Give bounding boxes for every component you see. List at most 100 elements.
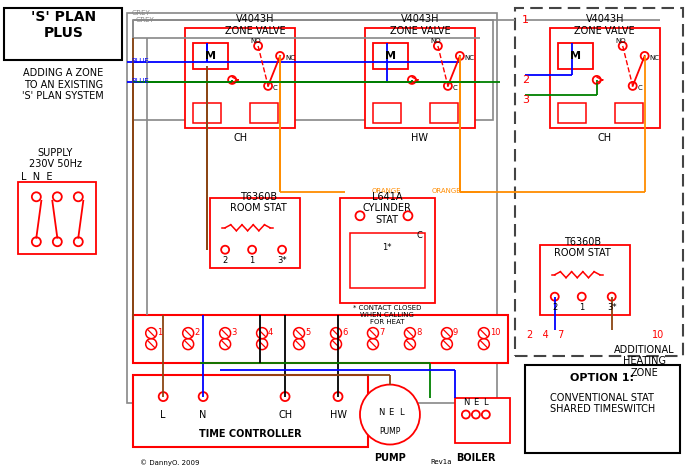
Text: CH: CH bbox=[233, 133, 247, 143]
Text: 2: 2 bbox=[522, 75, 529, 85]
Bar bbox=[133, 20, 493, 120]
Bar bbox=[193, 43, 228, 69]
Bar bbox=[430, 103, 458, 123]
Bar bbox=[373, 103, 401, 123]
Circle shape bbox=[578, 292, 586, 300]
Bar bbox=[250, 103, 278, 123]
Text: 9: 9 bbox=[453, 328, 458, 337]
Text: * CONTACT CLOSED
WHEN CALLING
FOR HEAT: * CONTACT CLOSED WHEN CALLING FOR HEAT bbox=[353, 305, 421, 325]
Text: L: L bbox=[161, 410, 166, 419]
Bar bbox=[373, 43, 408, 69]
Circle shape bbox=[278, 246, 286, 254]
Circle shape bbox=[257, 339, 268, 350]
Text: SUPPLY
230V 50Hz: SUPPLY 230V 50Hz bbox=[29, 148, 82, 169]
Text: NC: NC bbox=[650, 55, 660, 61]
Circle shape bbox=[608, 292, 615, 300]
Circle shape bbox=[360, 385, 420, 445]
Text: ORANGE: ORANGE bbox=[372, 188, 402, 194]
Circle shape bbox=[53, 192, 62, 201]
Text: L641A
CYLINDER
STAT: L641A CYLINDER STAT bbox=[362, 192, 411, 225]
Bar bbox=[127, 13, 497, 402]
Bar bbox=[515, 8, 682, 356]
Bar bbox=[558, 43, 593, 69]
Text: 10: 10 bbox=[653, 329, 664, 340]
Text: M: M bbox=[570, 51, 581, 61]
Bar bbox=[185, 28, 295, 128]
Circle shape bbox=[248, 246, 256, 254]
Circle shape bbox=[293, 328, 304, 339]
Text: OPTION 1:: OPTION 1: bbox=[570, 373, 634, 383]
Circle shape bbox=[641, 52, 649, 60]
Circle shape bbox=[408, 76, 416, 84]
Text: HW: HW bbox=[411, 133, 428, 143]
Text: TIME CONTROLLER: TIME CONTROLLER bbox=[199, 429, 302, 439]
Text: M: M bbox=[205, 51, 216, 61]
Text: 1: 1 bbox=[522, 15, 529, 25]
Text: 2: 2 bbox=[222, 256, 228, 265]
Circle shape bbox=[404, 211, 413, 220]
Text: 4: 4 bbox=[268, 328, 273, 337]
Bar bbox=[550, 28, 660, 128]
Circle shape bbox=[331, 339, 342, 350]
Bar bbox=[19, 182, 97, 254]
Circle shape bbox=[456, 52, 464, 60]
Circle shape bbox=[478, 339, 489, 350]
Circle shape bbox=[629, 82, 637, 90]
Text: L  N  E: L N E bbox=[21, 172, 52, 182]
Text: 1*: 1* bbox=[382, 243, 392, 252]
Circle shape bbox=[276, 52, 284, 60]
Circle shape bbox=[254, 42, 262, 50]
Circle shape bbox=[146, 339, 157, 350]
Text: 3*: 3* bbox=[277, 256, 287, 265]
Circle shape bbox=[146, 328, 157, 339]
Circle shape bbox=[442, 339, 453, 350]
Circle shape bbox=[593, 76, 601, 84]
Circle shape bbox=[482, 410, 490, 418]
Text: 10: 10 bbox=[490, 328, 500, 337]
Text: BOILER: BOILER bbox=[456, 453, 495, 462]
Bar bbox=[525, 365, 680, 453]
Circle shape bbox=[331, 328, 342, 339]
Bar bbox=[365, 28, 475, 128]
Circle shape bbox=[333, 392, 342, 401]
Text: 'S' PLAN
PLUS: 'S' PLAN PLUS bbox=[31, 10, 96, 40]
Circle shape bbox=[32, 237, 41, 246]
Circle shape bbox=[183, 339, 194, 350]
Text: C: C bbox=[453, 85, 457, 91]
Circle shape bbox=[368, 339, 378, 350]
Text: CH: CH bbox=[598, 133, 612, 143]
Circle shape bbox=[355, 211, 364, 220]
Text: GREY: GREY bbox=[135, 17, 154, 23]
Text: N: N bbox=[463, 397, 469, 407]
Text: PUMP: PUMP bbox=[380, 426, 401, 436]
Text: ADDITIONAL
HEATING
ZONE: ADDITIONAL HEATING ZONE bbox=[614, 344, 675, 378]
Circle shape bbox=[159, 392, 168, 401]
Circle shape bbox=[404, 339, 415, 350]
Text: ADDING A ZONE
TO AN EXISTING
'S' PLAN SYSTEM: ADDING A ZONE TO AN EXISTING 'S' PLAN SY… bbox=[23, 68, 104, 101]
Bar bbox=[540, 245, 630, 314]
Bar bbox=[558, 103, 586, 123]
Text: C: C bbox=[273, 85, 278, 91]
Bar bbox=[615, 103, 642, 123]
Text: 3*: 3* bbox=[607, 303, 617, 312]
Circle shape bbox=[53, 237, 62, 246]
Circle shape bbox=[228, 76, 236, 84]
Text: 2: 2 bbox=[194, 328, 199, 337]
Circle shape bbox=[183, 328, 194, 339]
Bar bbox=[350, 233, 425, 288]
Text: N: N bbox=[199, 410, 207, 419]
Circle shape bbox=[293, 339, 304, 350]
Circle shape bbox=[74, 237, 83, 246]
Text: 3: 3 bbox=[522, 95, 529, 105]
Text: 3: 3 bbox=[231, 328, 237, 337]
Bar bbox=[455, 397, 510, 443]
Text: V4043H
ZONE VALVE: V4043H ZONE VALVE bbox=[225, 14, 286, 36]
Text: T6360B
ROOM STAT: T6360B ROOM STAT bbox=[554, 237, 611, 258]
Text: CH: CH bbox=[278, 410, 292, 419]
Text: 6: 6 bbox=[342, 328, 347, 337]
Text: NO: NO bbox=[250, 38, 262, 44]
Text: HW: HW bbox=[330, 410, 346, 419]
Text: BLUE: BLUE bbox=[131, 58, 149, 64]
Text: 5: 5 bbox=[305, 328, 310, 337]
Circle shape bbox=[444, 82, 452, 90]
